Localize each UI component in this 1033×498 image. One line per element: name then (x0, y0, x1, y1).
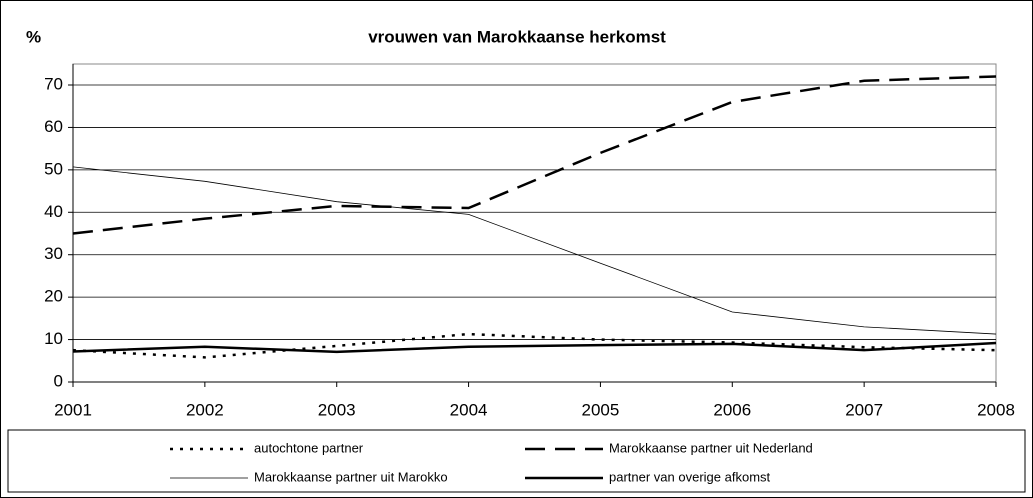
chart-title: vrouwen van Marokkaanse herkomst (368, 27, 666, 46)
series-line (72, 75, 997, 235)
y-tick-label: 50 (44, 159, 63, 178)
x-tick-label: 2004 (450, 400, 488, 419)
legend-label: Marokkaanse partner uit Marokko (254, 469, 448, 484)
y-tick-label: 40 (44, 202, 63, 221)
x-tick-label: 2001 (54, 400, 92, 419)
y-tick-label: 10 (44, 329, 63, 348)
legend-frame (7, 429, 1026, 493)
x-tick-label: 2008 (977, 400, 1015, 419)
legend-label: autochtone partner (254, 440, 364, 455)
x-tick-label: 2007 (845, 400, 883, 419)
y-tick-label: 70 (44, 74, 63, 93)
y-tick-label: 60 (44, 117, 63, 136)
y-tick-label: 0 (54, 371, 63, 390)
series-line (72, 341, 997, 354)
x-tick-label: 2003 (318, 400, 356, 419)
y-axis-label: % (26, 27, 41, 46)
series-line (72, 166, 997, 335)
legend-label: Marokkaanse partner uit Nederland (609, 440, 813, 455)
series-line (72, 332, 997, 359)
x-tick-label: 2002 (186, 400, 224, 419)
y-tick-label: 30 (44, 244, 63, 263)
legend-label: partner van overige afkomst (609, 469, 771, 484)
y-tick-label: 20 (44, 287, 63, 306)
x-tick-label: 2005 (582, 400, 620, 419)
x-tick-label: 2006 (713, 400, 751, 419)
